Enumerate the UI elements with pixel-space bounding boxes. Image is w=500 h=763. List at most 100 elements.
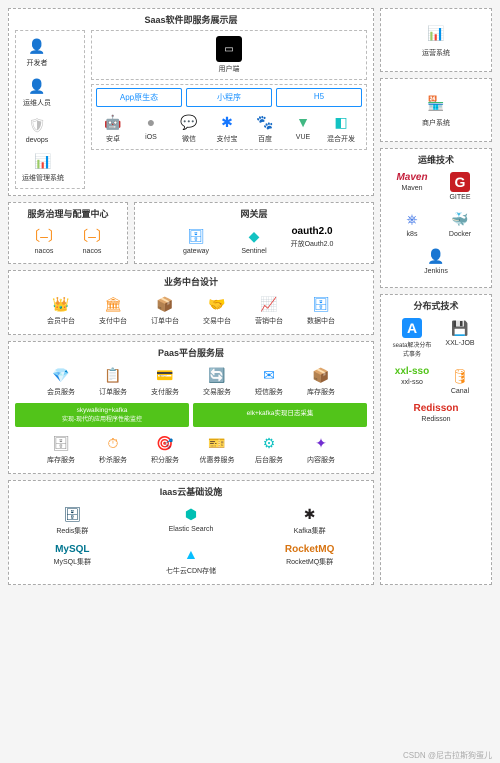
微信-icon: 💬 xyxy=(179,112,199,132)
item-优惠券服务: 🎫优惠券服务 xyxy=(193,431,241,467)
item-Sentinel: ◆Sentinel xyxy=(227,224,281,257)
混合开发-icon: ◧ xyxy=(331,112,351,132)
panel-governance: 服务治理与配置中心 〔–〕nacos〔–〕nacos xyxy=(8,202,128,264)
tab-app[interactable]: App原生态 xyxy=(96,88,182,107)
shop-icon: 🏪 xyxy=(423,90,449,116)
优惠券服务-icon: 🎫 xyxy=(207,433,227,453)
item-gateway: 🗄gateway xyxy=(169,224,223,257)
MySQL集群-icon: MySQL xyxy=(55,544,89,555)
支付中台-icon: 🏛 xyxy=(103,294,123,314)
client-icon: ▭ xyxy=(216,36,242,62)
Kafka集群-icon: ✱ xyxy=(300,504,320,524)
订单服务-icon: 📋 xyxy=(103,365,123,385)
panel-devops: 运维技术 MavenMavenGGITEE⎈k8s🐳Docker👤Jenkins xyxy=(380,148,492,288)
panel-merchant: 🏪商户系统 xyxy=(380,78,492,142)
xxl-sso-icon: xxl-sso xyxy=(395,366,429,377)
item-MySQL集群: MySQLMySQL集群 xyxy=(27,542,117,578)
营销中台-icon: 📈 xyxy=(259,294,279,314)
item-开放Oauth2.0: oauth2.0开放Oauth2.0 xyxy=(285,224,339,257)
item-后台服务: ⚙后台服务 xyxy=(245,431,293,467)
会员中台-icon: 👑 xyxy=(51,294,71,314)
tab-miniapp[interactable]: 小程序 xyxy=(186,88,272,107)
item-会员中台: 👑会员中台 xyxy=(37,292,85,328)
item-XXL-JOB: 💾XXL-JOB xyxy=(438,316,482,360)
item-Elastic Search: ⬢Elastic Search xyxy=(146,502,236,538)
item-支付宝: ✱支付宝 xyxy=(210,110,244,146)
item-Redis集群: 🗄Redis集群 xyxy=(27,502,117,538)
item-安卓: 🤖安卓 xyxy=(96,110,130,146)
item-nacos: 〔–〕nacos xyxy=(70,224,114,257)
秒杀服务-icon: ⏱ xyxy=(103,433,123,453)
后台服务-icon: ⚙ xyxy=(259,433,279,453)
item-k8s: ⎈k8s xyxy=(390,207,434,240)
支付宝-icon: ✱ xyxy=(217,112,237,132)
nacos-icon: 〔–〕 xyxy=(82,226,102,246)
开放Oauth2.0-icon: oauth2.0 xyxy=(291,226,332,237)
item-GITEE: GGITEE xyxy=(438,170,482,203)
ops-icon: 👤 xyxy=(27,76,47,96)
数据中台-icon: 🗄 xyxy=(311,294,331,314)
item-Jenkins: 👤Jenkins xyxy=(414,244,458,277)
seata解决分布式事务-icon: A xyxy=(402,318,422,338)
item-内容服务: ✦内容服务 xyxy=(297,431,345,467)
Canal-icon: 🛢 xyxy=(450,366,470,386)
Maven-icon: Maven xyxy=(396,172,427,183)
内容服务-icon: ✦ xyxy=(311,433,331,453)
nacos-icon: 〔–〕 xyxy=(34,226,54,246)
panel-saas: Saas软件即服务展示层 👤开发者 👤运维人员 🛡devops 📊运维管理系统 … xyxy=(8,8,374,196)
k8s-icon: ⎈ xyxy=(402,209,422,229)
item-积分服务: 🎯积分服务 xyxy=(141,431,189,467)
item-Maven: MavenMaven xyxy=(390,170,434,203)
elk-box: elk+kafka实现日志采集 xyxy=(193,403,367,427)
panel-iaas: Iaas云基础设施 🗄Redis集群⬢Elastic Search✱Kafka集… xyxy=(8,480,374,585)
skywalking-box: skywalking+kafka实现-现代的应用程序性能监控 xyxy=(15,403,189,427)
tab-h5[interactable]: H5 xyxy=(276,88,362,107)
item-交易服务: 🔄交易服务 xyxy=(193,363,241,399)
RocketMQ集群-icon: RocketMQ xyxy=(285,544,334,555)
panel-title: Saas软件即服务展示层 xyxy=(15,13,367,26)
item-Redisson: RedissonRedisson xyxy=(411,401,460,425)
item-Docker: 🐳Docker xyxy=(438,207,482,240)
item-百度: 🐾百度 xyxy=(248,110,282,146)
Sentinel-icon: ◆ xyxy=(244,226,264,246)
安卓-icon: 🤖 xyxy=(103,112,123,132)
短信服务-icon: ✉ xyxy=(259,365,279,385)
百度-icon: 🐾 xyxy=(255,112,275,132)
XXL-JOB-icon: 💾 xyxy=(450,318,470,338)
Redis集群-icon: 🗄 xyxy=(62,504,82,524)
mgmt-icon: 📊 xyxy=(33,151,53,171)
panel-paas: Paas平台服务层 💎会员服务📋订单服务💳支付服务🔄交易服务✉短信服务📦库存服务… xyxy=(8,341,374,474)
交易服务-icon: 🔄 xyxy=(207,365,227,385)
item-支付服务: 💳支付服务 xyxy=(141,363,189,399)
item-数据中台: 🗄数据中台 xyxy=(297,292,345,328)
item-RocketMQ集群: RocketMQRocketMQ集群 xyxy=(265,542,355,578)
item-xxl-sso: xxl-ssoxxl-sso xyxy=(390,364,434,397)
panel-biz: 业务中台设计 👑会员中台🏛支付中台📦订单中台🤝交易中台📈营销中台🗄数据中台 xyxy=(8,270,374,335)
item-营销中台: 📈营销中台 xyxy=(245,292,293,328)
item-iOS: ●iOS xyxy=(134,110,168,146)
item-seata解决分布式事务: Aseata解决分布式事务 xyxy=(390,316,434,360)
gateway-icon: 🗄 xyxy=(186,226,206,246)
积分服务-icon: 🎯 xyxy=(155,433,175,453)
iOS-icon: ● xyxy=(141,112,161,132)
watermark: CSDN @尼古拉斯狗蛋儿 xyxy=(403,750,492,761)
库存服务-icon: 🗄 xyxy=(51,433,71,453)
item-库存服务: 📦库存服务 xyxy=(297,363,345,399)
item-Kafka集群: ✱Kafka集群 xyxy=(265,502,355,538)
交易中台-icon: 🤝 xyxy=(207,294,227,314)
item-支付中台: 🏛支付中台 xyxy=(89,292,137,328)
item-订单服务: 📋订单服务 xyxy=(89,363,137,399)
七牛云CDN存储-icon: ▲ xyxy=(181,544,201,564)
Redisson-icon: Redisson xyxy=(413,403,458,414)
ops-sys-icon: 📊 xyxy=(423,20,449,46)
item-七牛云CDN存储: ▲七牛云CDN存储 xyxy=(146,542,236,578)
库存服务-icon: 📦 xyxy=(311,365,331,385)
architecture-diagram: Saas软件即服务展示层 👤开发者 👤运维人员 🛡devops 📊运维管理系统 … xyxy=(0,0,500,605)
panel-gateway: 网关层 🗄gateway◆Sentineloauth2.0开放Oauth2.0 xyxy=(134,202,374,264)
panel-ops-sys: 📊运营系统 xyxy=(380,8,492,72)
VUE-icon: ▼ xyxy=(293,112,313,132)
item-库存服务: 🗄库存服务 xyxy=(37,431,85,467)
item-秒杀服务: ⏱秒杀服务 xyxy=(89,431,137,467)
Elastic Search-icon: ⬢ xyxy=(181,504,201,524)
支付服务-icon: 💳 xyxy=(155,365,175,385)
